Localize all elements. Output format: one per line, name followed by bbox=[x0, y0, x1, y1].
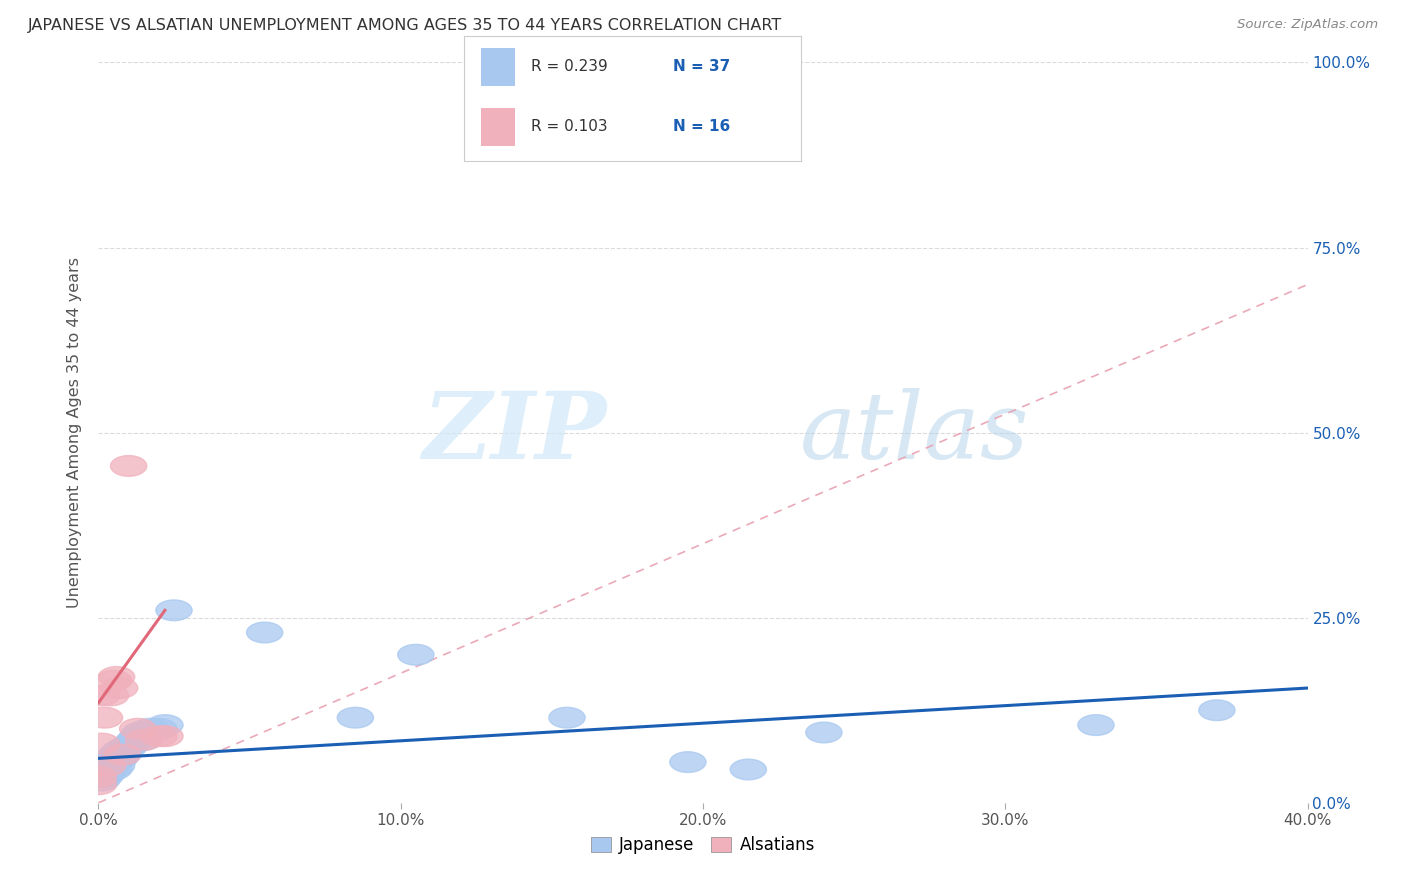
Ellipse shape bbox=[246, 622, 283, 643]
Ellipse shape bbox=[122, 723, 159, 743]
Y-axis label: Unemployment Among Ages 35 to 44 years: Unemployment Among Ages 35 to 44 years bbox=[67, 257, 83, 608]
Ellipse shape bbox=[125, 730, 162, 750]
Text: N = 16: N = 16 bbox=[673, 120, 731, 135]
Ellipse shape bbox=[120, 726, 156, 747]
Ellipse shape bbox=[141, 726, 177, 747]
Legend: Japanese, Alsatians: Japanese, Alsatians bbox=[585, 830, 821, 861]
Ellipse shape bbox=[83, 763, 120, 783]
Ellipse shape bbox=[156, 600, 193, 621]
Ellipse shape bbox=[141, 718, 177, 739]
Text: R = 0.239: R = 0.239 bbox=[531, 60, 609, 74]
Ellipse shape bbox=[98, 666, 135, 688]
Ellipse shape bbox=[146, 714, 183, 735]
FancyBboxPatch shape bbox=[481, 108, 515, 145]
Ellipse shape bbox=[114, 733, 150, 754]
FancyBboxPatch shape bbox=[481, 48, 515, 86]
Ellipse shape bbox=[83, 685, 120, 706]
Ellipse shape bbox=[80, 774, 117, 795]
Ellipse shape bbox=[93, 748, 129, 769]
Ellipse shape bbox=[129, 723, 165, 743]
Text: Source: ZipAtlas.com: Source: ZipAtlas.com bbox=[1237, 18, 1378, 31]
Ellipse shape bbox=[80, 766, 117, 788]
Ellipse shape bbox=[96, 670, 132, 691]
Ellipse shape bbox=[90, 756, 125, 776]
Ellipse shape bbox=[93, 685, 129, 706]
Ellipse shape bbox=[669, 752, 706, 772]
Ellipse shape bbox=[90, 763, 125, 783]
Ellipse shape bbox=[96, 759, 132, 780]
Ellipse shape bbox=[101, 740, 138, 762]
Ellipse shape bbox=[90, 756, 125, 776]
Ellipse shape bbox=[806, 723, 842, 743]
Ellipse shape bbox=[86, 766, 122, 788]
Ellipse shape bbox=[398, 644, 434, 665]
Ellipse shape bbox=[83, 770, 120, 791]
Ellipse shape bbox=[101, 678, 138, 698]
Ellipse shape bbox=[101, 748, 138, 769]
Text: JAPANESE VS ALSATIAN UNEMPLOYMENT AMONG AGES 35 TO 44 YEARS CORRELATION CHART: JAPANESE VS ALSATIAN UNEMPLOYMENT AMONG … bbox=[28, 18, 782, 33]
Text: R = 0.103: R = 0.103 bbox=[531, 120, 607, 135]
Ellipse shape bbox=[98, 756, 135, 776]
Ellipse shape bbox=[83, 733, 120, 754]
Ellipse shape bbox=[120, 718, 156, 739]
Ellipse shape bbox=[111, 737, 146, 757]
Ellipse shape bbox=[93, 756, 129, 776]
Ellipse shape bbox=[104, 744, 141, 765]
Ellipse shape bbox=[1199, 700, 1234, 721]
Ellipse shape bbox=[1078, 714, 1114, 735]
Ellipse shape bbox=[96, 752, 132, 772]
Ellipse shape bbox=[117, 730, 153, 750]
Ellipse shape bbox=[86, 759, 122, 780]
Ellipse shape bbox=[125, 730, 162, 750]
Ellipse shape bbox=[104, 744, 141, 765]
Ellipse shape bbox=[107, 737, 143, 757]
Ellipse shape bbox=[337, 707, 374, 728]
Ellipse shape bbox=[146, 726, 183, 747]
Ellipse shape bbox=[548, 707, 585, 728]
Ellipse shape bbox=[98, 744, 135, 765]
Ellipse shape bbox=[86, 707, 122, 728]
Ellipse shape bbox=[132, 718, 167, 739]
Ellipse shape bbox=[111, 456, 146, 476]
Text: atlas: atlas bbox=[800, 388, 1029, 477]
Text: N = 37: N = 37 bbox=[673, 60, 731, 74]
Ellipse shape bbox=[730, 759, 766, 780]
Ellipse shape bbox=[80, 766, 117, 788]
Text: ZIP: ZIP bbox=[422, 388, 606, 477]
